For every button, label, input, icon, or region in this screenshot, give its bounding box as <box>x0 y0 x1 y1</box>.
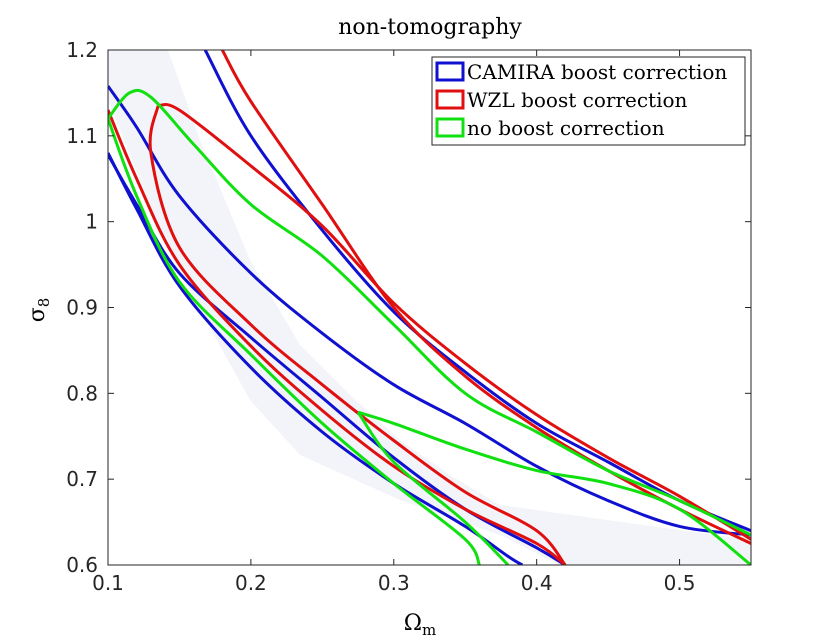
x-tick-label-4: 0.5 <box>664 571 696 595</box>
legend-swatch-wzl <box>435 89 465 110</box>
legend: CAMIRA boost correction WZL boost correc… <box>431 56 746 146</box>
y-tick-label-1: 0.7 <box>66 467 98 491</box>
legend-box <box>431 56 746 146</box>
x-tick-label-1: 0.2 <box>235 571 267 595</box>
legend-label-no-boost: no boost correction <box>467 116 665 140</box>
axis-ticks: 0.1 0.2 0.3 0.4 0.5 0.6 0.7 0.8 0.9 1 1.1 1.2 <box>66 38 751 595</box>
contour-wzl-boost-correction-2 <box>148 105 567 565</box>
y-tick-label-0: 0.6 <box>66 553 98 577</box>
x-tick-label-2: 0.3 <box>378 571 410 595</box>
shaded-confidence-region <box>108 50 751 565</box>
y-tick-label-6: 1.2 <box>66 38 98 62</box>
x-tick-label-0: 0.1 <box>92 571 124 595</box>
legend-label-camira: CAMIRA boost correction <box>467 60 727 84</box>
contour-no-boost-correction-0 <box>108 88 751 537</box>
y-axis-label-subscript: 8 <box>35 298 53 308</box>
y-tick-label-3: 0.9 <box>66 296 98 320</box>
chart-title: non-tomography <box>338 15 522 40</box>
y-axis-label: σ8 <box>25 298 53 323</box>
contour-camira-boost-correction-0 <box>108 85 751 537</box>
legend-label-wzl: WZL boost correction <box>467 88 688 112</box>
y-tick-label-2: 0.8 <box>66 381 98 405</box>
contour-camira-boost-correction-3 <box>108 152 524 565</box>
x-tick-label-3: 0.4 <box>521 571 553 595</box>
contour-no-boost-correction-3 <box>356 411 510 565</box>
contour-no-boost-correction-1 <box>108 118 481 565</box>
contour-camira-boost-correction-1 <box>203 50 751 533</box>
contour-wzl-boost-correction-1 <box>220 50 751 545</box>
contour-wzl-boost-correction-0 <box>157 102 751 541</box>
contour-wzl-boost-correction-3 <box>108 109 567 565</box>
y-axis-label-main: σ <box>25 307 50 322</box>
y-tick-label-5: 1.1 <box>66 124 98 148</box>
x-axis-label-main: Ω <box>404 611 422 636</box>
legend-swatch-no-boost <box>435 117 465 138</box>
contour-lines <box>108 50 751 565</box>
y-tick-label-4: 1 <box>85 210 98 234</box>
x-axis-label-subscript: m <box>422 621 436 639</box>
x-axis-label: Ωm <box>404 611 436 639</box>
legend-swatch-camira <box>435 61 465 82</box>
contour-no-boost-correction-2 <box>357 410 751 565</box>
